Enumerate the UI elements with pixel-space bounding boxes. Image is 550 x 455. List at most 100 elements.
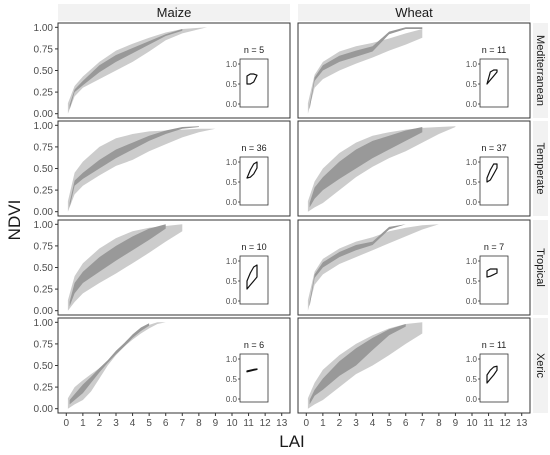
inset-n-label-maize-xeric: n = 6 [244,340,264,350]
y-tick-label-maize-mediterranean-3: 0.75 [34,44,54,55]
x-tick-label-maize-xeric-2: 2 [97,418,103,429]
outer-band-maize-temperate [67,128,216,212]
x-tick-label-wheat-xeric-6: 6 [403,418,409,429]
inset-y-tick-label-wheat-tropical-0: 0.0 [466,297,478,306]
x-tick-label-maize-xeric-11: 11 [243,418,254,429]
row-label-temperate: Temperate [534,143,546,195]
inset-y-tick-label-wheat-xeric-2: 1.0 [466,355,478,364]
column-label-maize: Maize [157,5,192,20]
y-tick-label-maize-xeric-0: 0.00 [34,404,54,415]
inset-y-tick-label-wheat-temperate-1: 0.5 [466,178,478,187]
x-tick-label-wheat-xeric-13: 13 [516,418,528,429]
panel-border-wheat-tropical [297,219,531,316]
inset-y-tick-label-wheat-tropical-1: 0.5 [466,277,478,286]
panel-border-wheat-mediterranean [297,22,531,119]
y-tick-label-maize-xeric-2: 0.50 [34,361,54,372]
row-strip-tropical [533,220,548,315]
inset-y-tick-label-wheat-mediterranean-0: 0.0 [466,100,478,109]
column-strip-wheat [298,4,530,21]
inset-box-maize-xeric [239,353,269,403]
row-label-mediterranean: Mediterranean [534,35,546,106]
row-strip-mediterranean [533,23,548,118]
outer-band-wheat-mediterranean [307,29,423,114]
y-tick-label-maize-tropical-0: 0.00 [34,306,54,317]
y-tick-label-maize-xeric-4: 1.00 [34,318,54,329]
inset-box-wheat-xeric [479,353,509,403]
x-tick-label-wheat-xeric-5: 5 [386,418,392,429]
inset-shape-maize-mediterranean [246,73,258,85]
inset-shape-maize-temperate [246,161,258,179]
inset-shape-wheat-mediterranean [486,69,498,85]
x-tick-label-wheat-xeric-4: 4 [370,418,376,429]
x-tick-label-maize-xeric-0: 0 [64,418,70,429]
y-axis-title: NDVI [5,200,24,241]
inset-box-maize-mediterranean [239,58,269,108]
x-tick-label-maize-xeric-4: 4 [130,418,136,429]
x-tick-label-wheat-xeric-1: 1 [320,418,326,429]
inset-y-tick-label-maize-temperate-0: 0.0 [226,198,238,207]
y-tick-label-maize-temperate-2: 0.50 [34,164,54,175]
inset-n-label-wheat-mediterranean: n = 11 [482,45,507,55]
x-axis-title: LAI [279,432,305,451]
y-tick-label-maize-tropical-1: 0.25 [34,285,54,296]
x-tick-label-wheat-xeric-3: 3 [353,418,359,429]
y-tick-label-maize-mediterranean-2: 0.50 [34,66,54,77]
panel-border-wheat-xeric [297,317,531,414]
y-tick-label-maize-xeric-1: 0.25 [34,383,54,394]
inset-y-tick-label-maize-xeric-2: 1.0 [226,355,238,364]
inset-n-label-wheat-xeric: n = 11 [482,340,507,350]
inset-y-tick-label-maize-temperate-2: 1.0 [226,158,238,167]
inset-y-tick-label-maize-mediterranean-1: 0.5 [226,80,238,89]
inset-box-wheat-temperate [479,156,509,206]
inset-y-tick-label-wheat-xeric-1: 0.5 [466,375,478,384]
y-tick-label-maize-tropical-3: 0.75 [34,241,54,252]
x-tick-label-wheat-xeric-11: 11 [483,418,494,429]
inset-y-tick-label-maize-xeric-0: 0.0 [226,395,238,404]
x-tick-label-maize-xeric-6: 6 [163,418,169,429]
inset-box-maize-temperate [239,156,269,206]
inset-shape-maize-xeric [246,368,258,373]
outer-band-maize-xeric [67,322,166,409]
x-tick-label-maize-xeric-8: 8 [196,418,202,429]
inner-band-maize-tropical [69,224,166,307]
inset-y-tick-label-maize-mediterranean-2: 1.0 [226,60,238,69]
column-label-wheat: Wheat [395,5,433,20]
outer-band-wheat-xeric [307,322,423,409]
inset-y-tick-label-wheat-tropical-2: 1.0 [466,257,478,266]
inner-band-maize-xeric [69,323,150,405]
x-tick-label-wheat-xeric-9: 9 [453,418,459,429]
y-tick-label-maize-mediterranean-1: 0.25 [34,88,54,99]
inset-y-tick-label-wheat-xeric-0: 0.0 [466,395,478,404]
inset-y-tick-label-wheat-mediterranean-2: 1.0 [466,60,478,69]
inset-y-tick-label-maize-mediterranean-0: 0.0 [226,100,238,109]
inset-n-label-wheat-tropical: n = 7 [484,242,504,252]
inset-n-label-wheat-temperate: n = 37 [481,143,506,153]
inset-n-label-maize-temperate: n = 36 [241,143,266,153]
x-tick-label-maize-xeric-9: 9 [213,418,219,429]
panel-border-wheat-temperate [297,120,531,217]
column-strip-maize [58,4,290,21]
y-tick-label-maize-tropical-2: 0.50 [34,263,54,274]
inset-box-wheat-mediterranean [479,58,509,108]
inset-box-wheat-tropical [479,255,509,305]
x-tick-label-wheat-xeric-2: 2 [337,418,343,429]
inset-y-tick-label-maize-temperate-1: 0.5 [226,178,238,187]
inset-y-tick-label-wheat-mediterranean-1: 0.5 [466,80,478,89]
x-tick-label-maize-xeric-5: 5 [146,418,152,429]
x-tick-label-wheat-xeric-0: 0 [304,418,310,429]
y-tick-label-maize-temperate-1: 0.25 [34,186,54,197]
y-tick-label-maize-xeric-3: 0.75 [34,339,54,350]
x-tick-label-maize-xeric-10: 10 [226,418,238,429]
y-tick-label-maize-mediterranean-0: 0.00 [34,109,54,120]
x-tick-label-maize-xeric-13: 13 [276,418,288,429]
x-tick-label-maize-xeric-7: 7 [180,418,186,429]
row-strip-temperate [533,121,548,216]
outer-band-maize-tropical [67,224,183,311]
x-tick-label-wheat-xeric-7: 7 [420,418,426,429]
y-tick-label-maize-temperate-4: 1.00 [34,121,54,132]
inset-y-tick-label-maize-tropical-0: 0.0 [226,297,238,306]
facet-panels: Maize Wheat Mediterranean Temperate Tropical… [34,4,548,429]
x-tick-label-wheat-xeric-10: 10 [466,418,478,429]
inner-band-wheat-temperate [309,127,423,208]
